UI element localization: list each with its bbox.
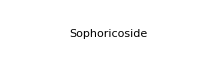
Text: Sophoricoside: Sophoricoside (69, 29, 147, 39)
